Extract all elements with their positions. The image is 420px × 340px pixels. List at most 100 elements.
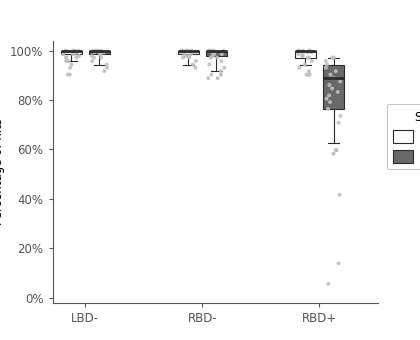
Point — [67, 65, 74, 70]
Point — [63, 58, 69, 64]
Point — [177, 50, 184, 55]
Point — [295, 51, 302, 57]
Point — [304, 50, 311, 55]
Point — [179, 48, 186, 53]
Point — [206, 62, 213, 67]
Point — [329, 55, 336, 60]
Point — [306, 72, 312, 78]
PathPatch shape — [178, 51, 199, 54]
Point — [75, 48, 82, 53]
Point — [306, 72, 313, 78]
Point — [64, 72, 71, 78]
Point — [103, 62, 110, 67]
Point — [304, 72, 311, 78]
PathPatch shape — [89, 51, 110, 54]
Point — [218, 72, 224, 78]
Point — [101, 50, 108, 55]
Point — [182, 53, 189, 58]
Point — [305, 68, 312, 74]
Point — [70, 51, 76, 57]
Point — [296, 65, 302, 70]
Point — [66, 72, 73, 78]
Point — [104, 65, 110, 70]
Point — [90, 48, 97, 53]
Point — [306, 55, 312, 60]
Point — [307, 48, 313, 53]
Point — [60, 51, 67, 57]
Point — [207, 55, 214, 60]
Point — [326, 82, 333, 88]
Point — [71, 51, 78, 57]
Point — [327, 99, 333, 105]
Point — [299, 53, 306, 58]
Point — [218, 58, 225, 64]
Point — [209, 50, 216, 55]
Point — [302, 62, 308, 67]
Point — [184, 48, 191, 53]
Point — [63, 55, 70, 60]
Point — [97, 51, 104, 57]
Point — [332, 148, 339, 153]
PathPatch shape — [206, 51, 227, 56]
Point — [69, 48, 76, 53]
Point — [182, 48, 189, 53]
Point — [98, 48, 105, 53]
Point — [91, 50, 98, 55]
Point — [323, 58, 329, 64]
Point — [330, 75, 337, 81]
Point — [325, 281, 332, 287]
Y-axis label: Percentage of hits: Percentage of hits — [0, 118, 5, 225]
Point — [304, 55, 311, 60]
Point — [214, 55, 220, 60]
Point — [63, 55, 69, 60]
Point — [336, 192, 343, 198]
Point — [323, 65, 329, 70]
Point — [74, 50, 81, 55]
Point — [95, 48, 102, 53]
Point — [65, 58, 71, 64]
Point — [60, 50, 67, 55]
Point — [337, 79, 344, 84]
Point — [91, 55, 97, 60]
Point — [334, 89, 341, 95]
Point — [188, 48, 195, 53]
Point — [211, 51, 218, 57]
Point — [299, 51, 306, 57]
Point — [89, 53, 95, 58]
Point — [214, 75, 221, 81]
Point — [181, 51, 188, 57]
Point — [327, 72, 334, 78]
Point — [308, 50, 315, 55]
Point — [185, 48, 192, 53]
Point — [221, 65, 228, 70]
Point — [300, 48, 307, 53]
Point — [101, 68, 108, 74]
PathPatch shape — [295, 51, 316, 57]
Point — [324, 62, 331, 67]
Point — [192, 65, 199, 70]
Point — [72, 48, 79, 53]
Point — [74, 55, 80, 60]
Point — [308, 58, 315, 64]
Point — [299, 53, 306, 58]
Point — [333, 148, 340, 153]
Point — [180, 55, 186, 60]
Point — [68, 62, 75, 67]
Point — [205, 75, 212, 81]
Point — [335, 260, 342, 266]
Point — [193, 58, 199, 64]
Point — [330, 151, 337, 156]
Point — [208, 72, 215, 78]
Point — [326, 93, 332, 98]
Point — [89, 58, 96, 64]
Point — [186, 55, 192, 60]
Point — [185, 53, 192, 58]
Point — [210, 48, 217, 53]
Point — [332, 68, 339, 74]
Point — [76, 53, 82, 58]
Legend: Ipsi, Contra: Ipsi, Contra — [387, 104, 420, 169]
PathPatch shape — [61, 51, 82, 54]
Point — [323, 96, 330, 101]
Point — [188, 51, 194, 57]
Point — [218, 68, 224, 74]
